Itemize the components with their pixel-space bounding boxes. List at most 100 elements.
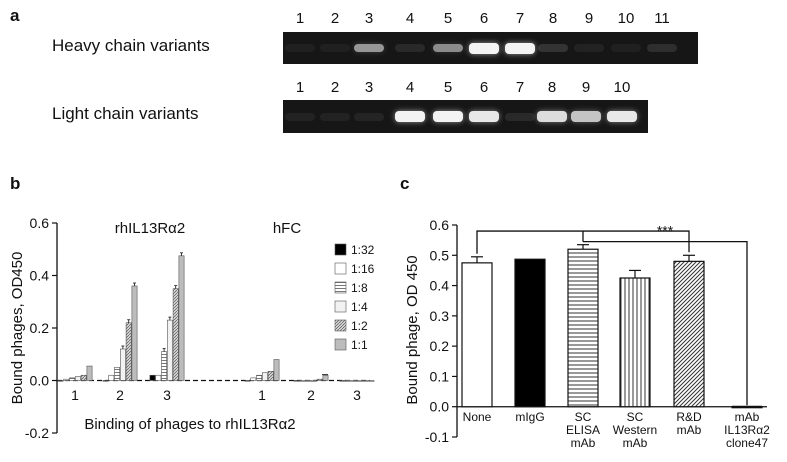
x-tick-label: mAb [735, 410, 760, 424]
heavy-lane-number: 9 [584, 10, 594, 27]
group-title: hFC [273, 220, 302, 237]
legend-label: 1:1 [351, 338, 368, 352]
bar [461, 262, 493, 408]
legend-swatch [334, 319, 347, 332]
x-tick-label: 3 [163, 387, 171, 403]
x-tick-label: IL13Rα2 [724, 423, 770, 437]
bar [362, 380, 369, 382]
bar [310, 380, 317, 382]
bar [120, 348, 126, 381]
heavy-gel-band [505, 42, 535, 54]
y-tick-label: 0.0 [30, 373, 50, 389]
heavy-lane-number: 10 [617, 10, 635, 27]
competition-bar-chart: -0.1 0.0 0.1 0.2 0.3 0.4 0.5 0.6 Bound phage, OD… [404, 217, 770, 450]
bar [250, 377, 257, 381]
bar [86, 365, 93, 381]
bar [351, 380, 357, 382]
y-axis-label: Bound phage, OD 450 [404, 255, 421, 404]
bar [305, 380, 311, 382]
heavy-gel-band [320, 44, 350, 52]
bar [108, 374, 115, 381]
bar [299, 380, 306, 382]
light-chain-label: Light chain variants [52, 104, 199, 123]
legend-swatch [334, 338, 347, 351]
y-tick-label: -0.1 [425, 429, 449, 445]
bar [356, 380, 363, 382]
x-tick-label: 3 [353, 387, 361, 403]
bar [619, 277, 651, 408]
light-chain-gel [283, 100, 648, 133]
bar [368, 380, 375, 382]
y-tick-label: 0.4 [30, 268, 50, 284]
bracket-target [583, 241, 748, 406]
bar [322, 374, 329, 381]
y-tick-label: 0.1 [430, 368, 450, 384]
heavy-lane-number: 5 [443, 10, 453, 27]
bar [316, 378, 323, 381]
light-lane-number: 8 [547, 79, 557, 96]
x-tick-label: Western [613, 423, 657, 437]
light-gel-band [537, 111, 567, 122]
legend-swatch [334, 281, 347, 294]
heavy-gel-band [469, 42, 499, 54]
bar [178, 255, 185, 381]
bar [102, 380, 109, 382]
bar [155, 374, 162, 381]
x-tick-label: SC [575, 410, 592, 424]
heavy-lane-number: 2 [330, 10, 340, 27]
heavy-lane-number: 1 [295, 10, 305, 27]
light-gel-band [607, 111, 637, 122]
bar [514, 258, 546, 408]
y-tick-label: 0.4 [430, 278, 450, 294]
x-tick-label: 2 [116, 387, 124, 403]
legend-swatch [334, 243, 347, 256]
y-tick-label: 0.2 [430, 338, 450, 354]
light-lane-number: 2 [330, 79, 340, 96]
bar [69, 377, 75, 381]
light-lane-number: 5 [443, 79, 453, 96]
legend-label: 1:2 [351, 319, 368, 333]
x-tick-label: 2 [307, 387, 315, 403]
light-lane-number: 3 [364, 79, 374, 96]
legend-label: 1:4 [351, 300, 368, 314]
heavy-lane-number: 11 [654, 10, 670, 27]
x-tick-label: R&D [676, 410, 702, 424]
x-tick-label: mIgG [515, 410, 544, 424]
y-tick-label: 0.6 [430, 217, 450, 233]
bar [114, 367, 120, 381]
light-lane-number: 9 [581, 79, 591, 96]
bar [244, 380, 251, 382]
x-tick-label: clone47 [726, 436, 768, 450]
light-lane-number: 4 [405, 79, 415, 96]
heavy-gel-band [647, 44, 677, 52]
bar [267, 371, 274, 381]
light-lane-number: 6 [479, 79, 489, 96]
bar [673, 260, 705, 408]
light-gel-band [505, 112, 535, 121]
bar [80, 374, 87, 381]
y-tick-label: 0.0 [430, 399, 450, 415]
legend-swatch [334, 300, 347, 313]
x-tick-label: 1 [71, 387, 79, 403]
light-gel-band [285, 112, 315, 121]
y-tick-label: 0.2 [30, 320, 50, 336]
x-tick-label: mAb [623, 436, 648, 450]
bar [63, 378, 70, 381]
light-gel-band [320, 112, 350, 121]
heavy-chain-gel [283, 32, 698, 64]
heavy-gel-band [395, 44, 425, 52]
legend-label: 1:32 [351, 243, 375, 257]
legend-swatch [334, 262, 347, 275]
bar [167, 319, 173, 381]
heavy-lane-number: 4 [405, 10, 415, 27]
light-gel-band [354, 112, 384, 121]
bar [75, 376, 81, 381]
x-tick-label: mAb [677, 423, 702, 437]
x-tick-label: ELISA [566, 423, 600, 437]
panel-b-letter: b [10, 174, 21, 193]
y-tick-label: 0.5 [430, 247, 450, 263]
bar [261, 372, 268, 381]
bar [131, 285, 138, 381]
heavy-lane-number: 7 [515, 10, 525, 27]
legend-label: 1:8 [351, 281, 368, 295]
